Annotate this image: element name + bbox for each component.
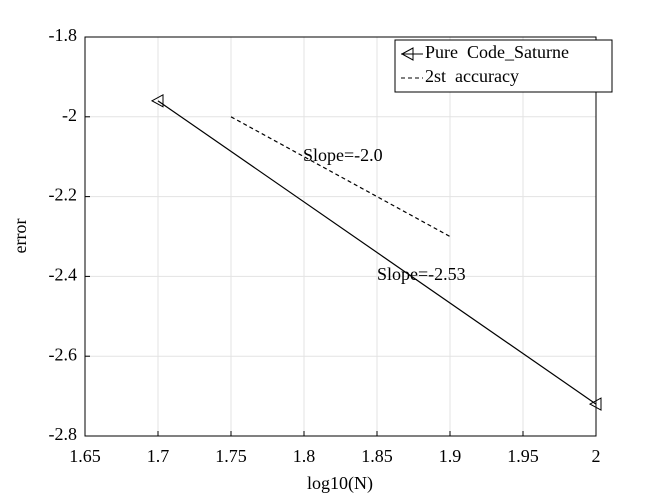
marker [400,47,414,61]
y-tick-label: -2.8 [49,424,78,444]
x-tick-label: 1.95 [507,446,539,466]
x-tick-label: 1.75 [215,446,247,466]
y-tick-label: -2.4 [49,265,78,285]
x-tick-label: 1.8 [293,446,316,466]
y-tick-label: -2.2 [49,185,78,205]
x-tick-label: 1.65 [69,446,101,466]
x-tick-label: 1.9 [439,446,462,466]
y-tick-label: -1.8 [49,25,78,45]
series-line [230,116,451,238]
legend-box [394,39,613,93]
annotation: Slope=-2.0 [303,145,383,165]
marker [588,397,602,411]
series-line [157,100,597,405]
x-tick-label: 2 [592,446,601,466]
y-tick-label: -2.6 [49,344,78,364]
x-axis-label: log10(N) [307,473,373,494]
annotation: Slope=-2.53 [377,264,466,284]
legend-label: 2st accuracy [425,66,519,86]
legend-label: Pure Code_Saturne [425,42,569,62]
x-tick-label: 1.85 [361,446,393,466]
y-tick-label: -2 [62,105,77,125]
plot-frame [84,36,597,437]
x-tick-label: 1.7 [147,446,170,466]
y-axis-label: error [10,219,30,254]
marker [150,93,164,108]
